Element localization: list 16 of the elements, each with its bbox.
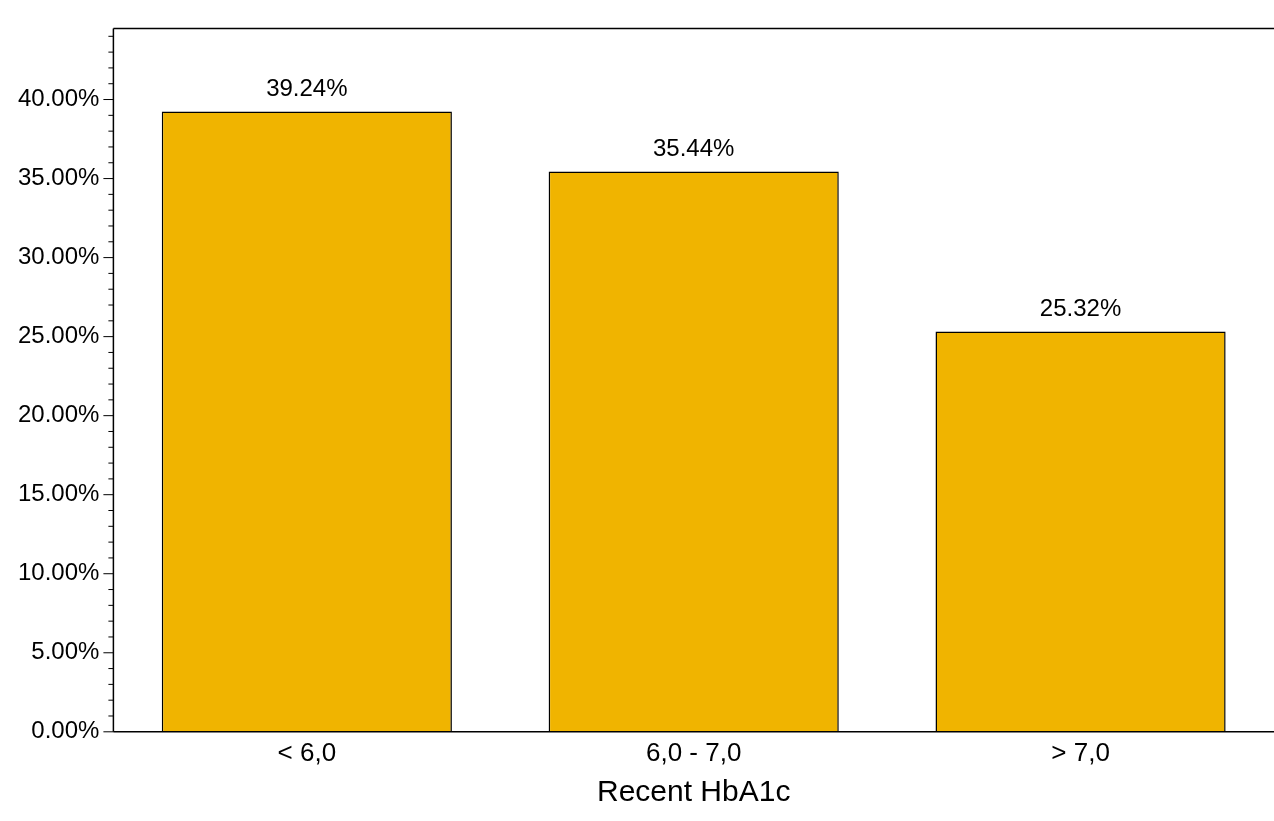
y-tick-label: 10.00% <box>17 558 100 586</box>
data-label: 25.32% <box>1039 294 1122 322</box>
x-tick-label: > 7,0 <box>1051 736 1110 767</box>
y-tick-label: 40.00% <box>17 84 100 112</box>
data-label: 39.24% <box>266 74 348 102</box>
y-tick-label: 15.00% <box>17 479 100 507</box>
y-tick-label: 30.00% <box>17 242 100 270</box>
x-tick-label: < 6,0 <box>277 736 337 767</box>
y-tick-label: 5.00% <box>31 637 100 665</box>
y-tick-label: 35.00% <box>17 163 100 191</box>
y-tick-label: 25.00% <box>17 321 100 349</box>
x-tick-label: 6,0 - 7,0 <box>646 736 742 767</box>
y-tick-label: 0.00% <box>31 716 100 744</box>
y-tick-label: 20.00% <box>17 400 100 428</box>
x-axis-title: Recent HbA1c <box>596 774 791 808</box>
data-label: 35.44% <box>653 134 735 162</box>
